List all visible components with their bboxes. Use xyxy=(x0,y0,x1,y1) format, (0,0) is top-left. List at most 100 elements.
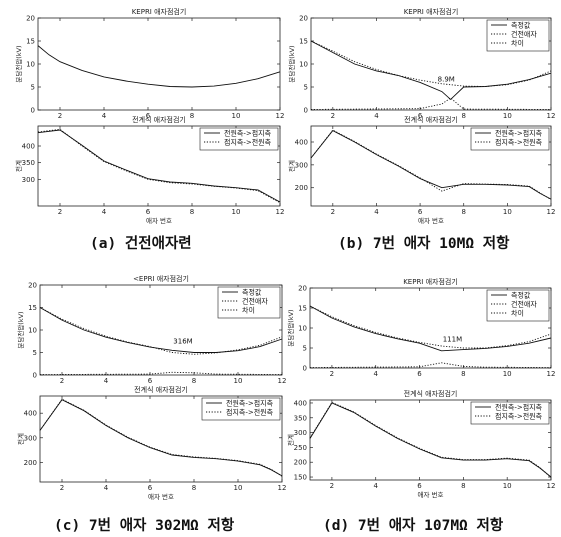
legend-entry: 차이 xyxy=(242,306,255,315)
x-axis-label: 애자 번호 xyxy=(148,492,174,501)
plot-frame xyxy=(37,17,281,111)
y-tick-label: 400 xyxy=(22,143,35,151)
legend-box xyxy=(470,401,550,425)
x-tick-label: 2 xyxy=(58,112,62,120)
y-tick-label: 400 xyxy=(294,399,307,407)
chart-title: <EPRI 애자점검기 xyxy=(133,274,189,283)
x-tick-label: 4 xyxy=(102,208,107,216)
x-tick-label: 10 xyxy=(503,112,512,120)
y-tick-label: 20 xyxy=(298,285,307,293)
x-axis-label: 애자 번호 xyxy=(418,216,444,225)
series-line-2 xyxy=(39,398,283,477)
y-tick-label: 200 xyxy=(295,184,308,192)
series-line-1 xyxy=(39,307,283,353)
x-tick-label: 4 xyxy=(373,370,378,378)
x-tick-label: 12 xyxy=(547,208,556,216)
panel-a-top: KEPRI 애자점검기 2 4 6 8 10 12 0 5 10 15 20 분담전압(kV) xyxy=(14,7,284,120)
x-axis-label: 애자 번호 xyxy=(418,490,444,499)
x-tick-label: 8 xyxy=(461,370,465,378)
series-line-2 xyxy=(310,40,552,87)
x-tick-label: 8 xyxy=(461,208,465,216)
y-axis-label: 전계 xyxy=(16,433,25,445)
x-tick-label: 12 xyxy=(547,482,556,490)
y-tick-label: 350 xyxy=(22,159,35,167)
x-tick-label: 12 xyxy=(278,377,287,385)
y-tick-label: 15 xyxy=(26,38,35,46)
chart-title: 전계식 애자점검기 xyxy=(132,115,186,124)
series-line-1 xyxy=(309,305,552,352)
x-tick-label: 2 xyxy=(331,112,335,120)
y-axis-label: 분담전압(kV) xyxy=(16,311,25,348)
annotation-label: 8.9M xyxy=(438,75,455,83)
legend-entry: 측정값 xyxy=(511,21,531,30)
x-tick-label: 10 xyxy=(232,112,241,120)
series-line-2 xyxy=(37,128,281,204)
y-tick-label: 20 xyxy=(26,15,35,23)
y-tick-label: 300 xyxy=(22,176,35,184)
x-tick-label: 4 xyxy=(102,112,107,120)
y-tick-label: 400 xyxy=(24,410,37,418)
y-axis-label: 전계 xyxy=(287,160,296,172)
x-tick-label: 8 xyxy=(461,112,465,120)
x-tick-label: 12 xyxy=(278,484,287,492)
y-tick-label: 0 xyxy=(31,107,35,115)
y-tick-label: 200 xyxy=(294,459,307,467)
annotation-label: 111M xyxy=(443,336,462,344)
x-tick-label: 2 xyxy=(58,208,62,216)
legend-entry: 건전애자 xyxy=(511,30,537,39)
panel-d-bottom: 전계식 애자점검기 2 4 6 8 10 12 150 200 250 300 350 400 전계애자 … xyxy=(286,389,555,499)
series-line-1 xyxy=(37,45,281,88)
legend-entry: 전원측->접지측 xyxy=(226,399,274,408)
x-tick-label: 12 xyxy=(276,112,285,120)
series-line-3 xyxy=(309,362,552,369)
legend-entry: 측정값 xyxy=(511,291,531,300)
x-tick-label: 12 xyxy=(547,112,556,120)
x-tick-label: 8 xyxy=(461,482,465,490)
legend-box xyxy=(470,127,550,151)
x-tick-label: 6 xyxy=(418,112,423,120)
caption-d: (d) 7번 애자 107MΩ 저항 xyxy=(323,517,504,534)
y-tick-label: 15 xyxy=(298,305,307,313)
series-line-1 xyxy=(309,402,552,478)
legend-entry: 접지측->전원측 xyxy=(224,138,272,147)
x-tick-label: 6 xyxy=(146,112,151,120)
y-tick-label: 0 xyxy=(303,365,307,373)
legend-entry: 차이 xyxy=(511,309,524,318)
y-axis-label: 전계 xyxy=(14,160,23,172)
chart-title: 전계식 애자점검기 xyxy=(134,385,188,394)
y-tick-label: 400 xyxy=(295,139,308,147)
legend-box xyxy=(201,397,281,421)
y-tick-label: 15 xyxy=(299,38,308,46)
x-tick-label: 10 xyxy=(232,208,241,216)
chart-title: KEPRI 애자점검기 xyxy=(403,277,458,286)
series-line-1 xyxy=(39,399,283,477)
x-tick-label: 4 xyxy=(374,112,379,120)
y-tick-label: 250 xyxy=(294,444,307,452)
x-tick-label: 6 xyxy=(417,370,422,378)
y-axis-label: 분담전압(kV) xyxy=(286,309,295,346)
caption-b: (b) 7번 애자 10MΩ 저항 xyxy=(338,235,510,252)
chart-title: KEPRI 애자점검기 xyxy=(132,7,187,16)
y-tick-label: 300 xyxy=(295,161,308,169)
x-tick-label: 4 xyxy=(104,484,109,492)
y-tick-label: 10 xyxy=(26,61,35,69)
legend-entry: 접지측->전원측 xyxy=(495,138,543,147)
legend-entry: 차이 xyxy=(511,39,524,48)
chart-title: KEPRI 애자점검기 xyxy=(404,7,459,16)
caption-c: (c) 7번 애자 302MΩ 저항 xyxy=(54,517,235,534)
series-line-2 xyxy=(309,305,552,349)
y-axis-label: 전계 xyxy=(286,434,295,446)
y-tick-label: 0 xyxy=(33,372,37,380)
x-tick-label: 10 xyxy=(234,484,243,492)
y-tick-label: 200 xyxy=(24,459,37,467)
y-tick-label: 10 xyxy=(298,325,307,333)
x-tick-label: 6 xyxy=(148,484,153,492)
series-line-2 xyxy=(309,401,552,478)
y-axis-label: 분담전압(kV) xyxy=(287,45,296,82)
y-tick-label: 15 xyxy=(28,304,37,312)
x-tick-label: 12 xyxy=(547,370,556,378)
annotation-label: 316M xyxy=(173,338,192,346)
x-tick-label: 10 xyxy=(503,482,512,490)
y-tick-label: 10 xyxy=(28,327,37,335)
